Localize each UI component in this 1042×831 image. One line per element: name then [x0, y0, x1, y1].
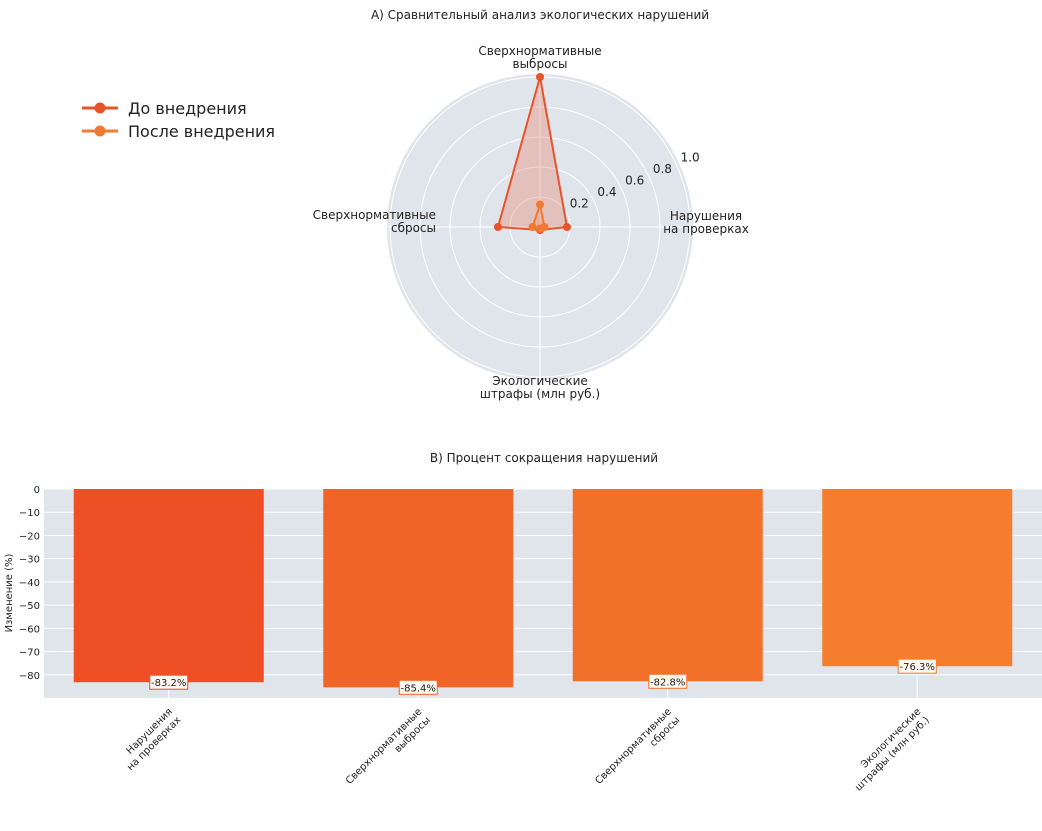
radar-point — [494, 223, 502, 231]
y-tick-label: −60 — [19, 624, 40, 635]
radial-tick-label: 1.0 — [681, 151, 700, 165]
data-label-box — [897, 658, 937, 674]
y-tick-label: −80 — [19, 671, 40, 682]
y-tick-label: −10 — [19, 508, 40, 519]
x-tick-label: Сверхнормативныевыбросы — [344, 706, 433, 795]
radar-axis-label: Сверхнормативные выбросы — [478, 44, 601, 71]
radar-point — [536, 73, 544, 81]
radar-axis-label: Сверхнормативные сбросы — [313, 208, 436, 235]
radar-axis-label: Экологические штрафы (млн руб.) — [480, 374, 600, 401]
y-tick-label: −20 — [19, 531, 40, 542]
y-tick-label: −40 — [19, 578, 40, 589]
y-tick-label: −70 — [19, 648, 40, 659]
radar-point — [563, 223, 571, 231]
bar — [73, 489, 264, 683]
radial-tick-label: 0.8 — [653, 162, 672, 176]
x-tick-label: Экологическиештрафы (млн руб.) — [845, 706, 932, 793]
radar-point — [536, 200, 544, 209]
data-label: -83.2% — [151, 678, 186, 689]
radial-tick-label: 0.2 — [570, 197, 589, 211]
bar — [572, 489, 763, 682]
y-axis-label: Изменение (%) — [4, 553, 15, 632]
bar-title: B) Процент сокращения нарушений — [430, 451, 658, 465]
y-tick-label: −50 — [19, 601, 40, 612]
data-label: -82.8% — [650, 677, 685, 688]
data-label: -85.4% — [401, 683, 436, 694]
x-tick-label: Нарушенияна проверках — [117, 706, 184, 773]
legend-marker — [94, 125, 106, 137]
radar-point — [540, 223, 549, 231]
y-tick-label: 0 — [34, 485, 40, 496]
radial-tick-label: 0.4 — [597, 185, 616, 199]
data-label-box — [149, 674, 189, 690]
data-label: -76.3% — [900, 662, 935, 673]
legend-label: До внедрения — [128, 99, 247, 118]
bar — [822, 489, 1013, 667]
radar-point — [528, 223, 537, 231]
legend-label: После внедрения — [128, 122, 275, 141]
legend-marker — [94, 102, 106, 114]
data-label-box — [648, 673, 688, 689]
radar-title: A) Сравнительный анализ экологических на… — [371, 8, 709, 22]
y-tick-label: −30 — [19, 555, 40, 566]
radar-axis-label: Нарушения на проверках — [663, 209, 749, 236]
radial-tick-label: 0.6 — [625, 174, 644, 188]
bar — [323, 489, 514, 688]
x-tick-label: Сверхнормативныесбросы — [593, 706, 682, 795]
data-label-box — [398, 679, 438, 695]
